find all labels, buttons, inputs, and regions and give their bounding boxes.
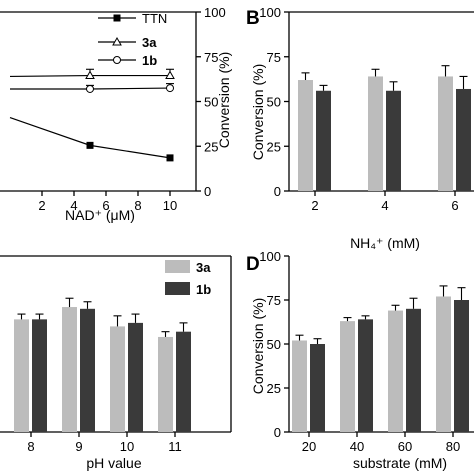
panel-c-legend-label: 3a — [196, 260, 211, 275]
panel-d-bar-3a — [340, 321, 355, 432]
panel-c-x-tick-label: 8 — [27, 439, 34, 454]
panel-d-bar-1b — [406, 308, 421, 432]
panel-a-legend-marker-1b — [113, 56, 121, 64]
panel-d-x-title: substrate (mM) — [353, 455, 447, 471]
panel-a-point-3a — [85, 70, 95, 80]
panel-d-bar-1b — [454, 300, 469, 432]
panel-a-x-tick-label: 10 — [163, 198, 177, 213]
panel-a-point-3a — [165, 70, 175, 80]
panel-a-y2-tick-label: 0 — [204, 184, 211, 199]
panel-c-x-tick-label: 11 — [168, 439, 182, 454]
panel-b-y-tick-label: 75 — [267, 50, 281, 65]
panel-a-legend-marker-3a — [112, 36, 122, 46]
panel-a-y2-tick-label: 50 — [204, 95, 218, 110]
panel-d-y-tick-label: 75 — [267, 293, 281, 308]
panel-a-x-tick-label: 2 — [38, 198, 45, 213]
panel-a-y2-tick-label: 75 — [204, 50, 218, 65]
panel-d-x-tick-label: 60 — [398, 439, 412, 454]
panel-c-bar-3a — [110, 326, 125, 432]
panel-c-x-tick-label: 9 — [75, 439, 82, 454]
panel-c-bar-1b — [32, 319, 47, 432]
panel-a-point-ttn — [86, 141, 94, 149]
panel-b-bar-3a — [438, 76, 453, 191]
panel-b-y-title: Conversion (%) — [250, 64, 266, 160]
panel-b-y-tick-label: 25 — [267, 139, 281, 154]
panel-c-x-tick-label: 10 — [120, 439, 134, 454]
panel-a-point-1b — [86, 84, 94, 93]
panel-a-x-title: NAD⁺ (μM) — [65, 207, 135, 223]
panel-b-x-tick-label: 6 — [451, 198, 458, 213]
panel-c-bar-3a — [158, 336, 173, 432]
panel-d-x-tick-label: 20 — [302, 439, 316, 454]
panel-b-bar-1b — [456, 88, 471, 191]
panel-c-x-title: pH value — [86, 455, 141, 471]
panel-d-y-tick-label: 25 — [267, 381, 281, 396]
panel-a-point-1b — [166, 84, 174, 93]
panel-a-x-tick-label: 8 — [134, 198, 141, 213]
panel-d-bar-3a — [292, 340, 307, 432]
panel-a-point-ttn — [166, 154, 174, 162]
panel-c-bar-1b — [128, 322, 143, 432]
panel-b-bar-3a — [298, 80, 313, 191]
panel-c-legend-label: 1b — [196, 282, 211, 297]
panel-d-x-tick-label: 40 — [350, 439, 364, 454]
panel-d-y-tick-label: 0 — [274, 425, 281, 440]
panel-b-bar-1b — [386, 90, 401, 191]
panel-a-legend-marker-ttn — [113, 14, 121, 22]
panel-d-x-tick-label: 80 — [446, 439, 460, 454]
panel-c-bar-1b — [80, 308, 95, 432]
panel-a-y2-title: Conversion (%) — [216, 52, 232, 148]
panel-d-bar-3a — [436, 296, 451, 432]
panel-b-y-tick-label: 0 — [274, 184, 281, 199]
panel-a-series-line-TTN — [9, 117, 171, 159]
panel-a-x-tick-label: 6 — [102, 198, 109, 213]
panel-d-y-tick-label: 100 — [259, 249, 281, 264]
panel-a-y2-tick-label: 100 — [204, 5, 226, 20]
panel-c-bar-3a — [62, 307, 77, 432]
panel-b-bar-3a — [368, 76, 383, 191]
panel-d-bar-1b — [358, 319, 373, 432]
panel-label-d: D — [246, 254, 260, 275]
panel-c-legend-swatch-1b — [165, 282, 190, 295]
panel-c-bar-3a — [14, 319, 29, 432]
panel-a-legend-label: 1b — [142, 53, 157, 68]
panel-b-y-tick-label: 100 — [259, 5, 281, 20]
panel-d-bar-1b — [310, 344, 325, 432]
panel-c-bar-1b — [176, 331, 191, 432]
panel-b-x-tick-label: 2 — [311, 198, 318, 213]
panel-b-x-tick-label: 4 — [381, 198, 388, 213]
panel-d-y-title: Conversion (%) — [250, 298, 266, 394]
panel-a-y2-tick-label: 25 — [204, 139, 218, 154]
panel-b-y-tick-label: 50 — [267, 95, 281, 110]
panel-label-b: B — [246, 8, 260, 29]
panel-b-x-title: NH₄⁺ (mM) — [350, 235, 420, 251]
panel-d-y-tick-label: 50 — [267, 337, 281, 352]
panel-a-legend-label: 3a — [142, 35, 157, 50]
panel-d-bar-3a — [388, 310, 403, 432]
panel-b-bar-1b — [316, 90, 331, 191]
chart-marks: 2468100255075100TTN3a1b02550751002468789… — [0, 5, 474, 454]
panel-a-legend-label: TTN — [142, 11, 167, 26]
panel-c-legend-swatch-3a — [165, 260, 190, 273]
panel-a-x-tick-label: 4 — [70, 198, 77, 213]
